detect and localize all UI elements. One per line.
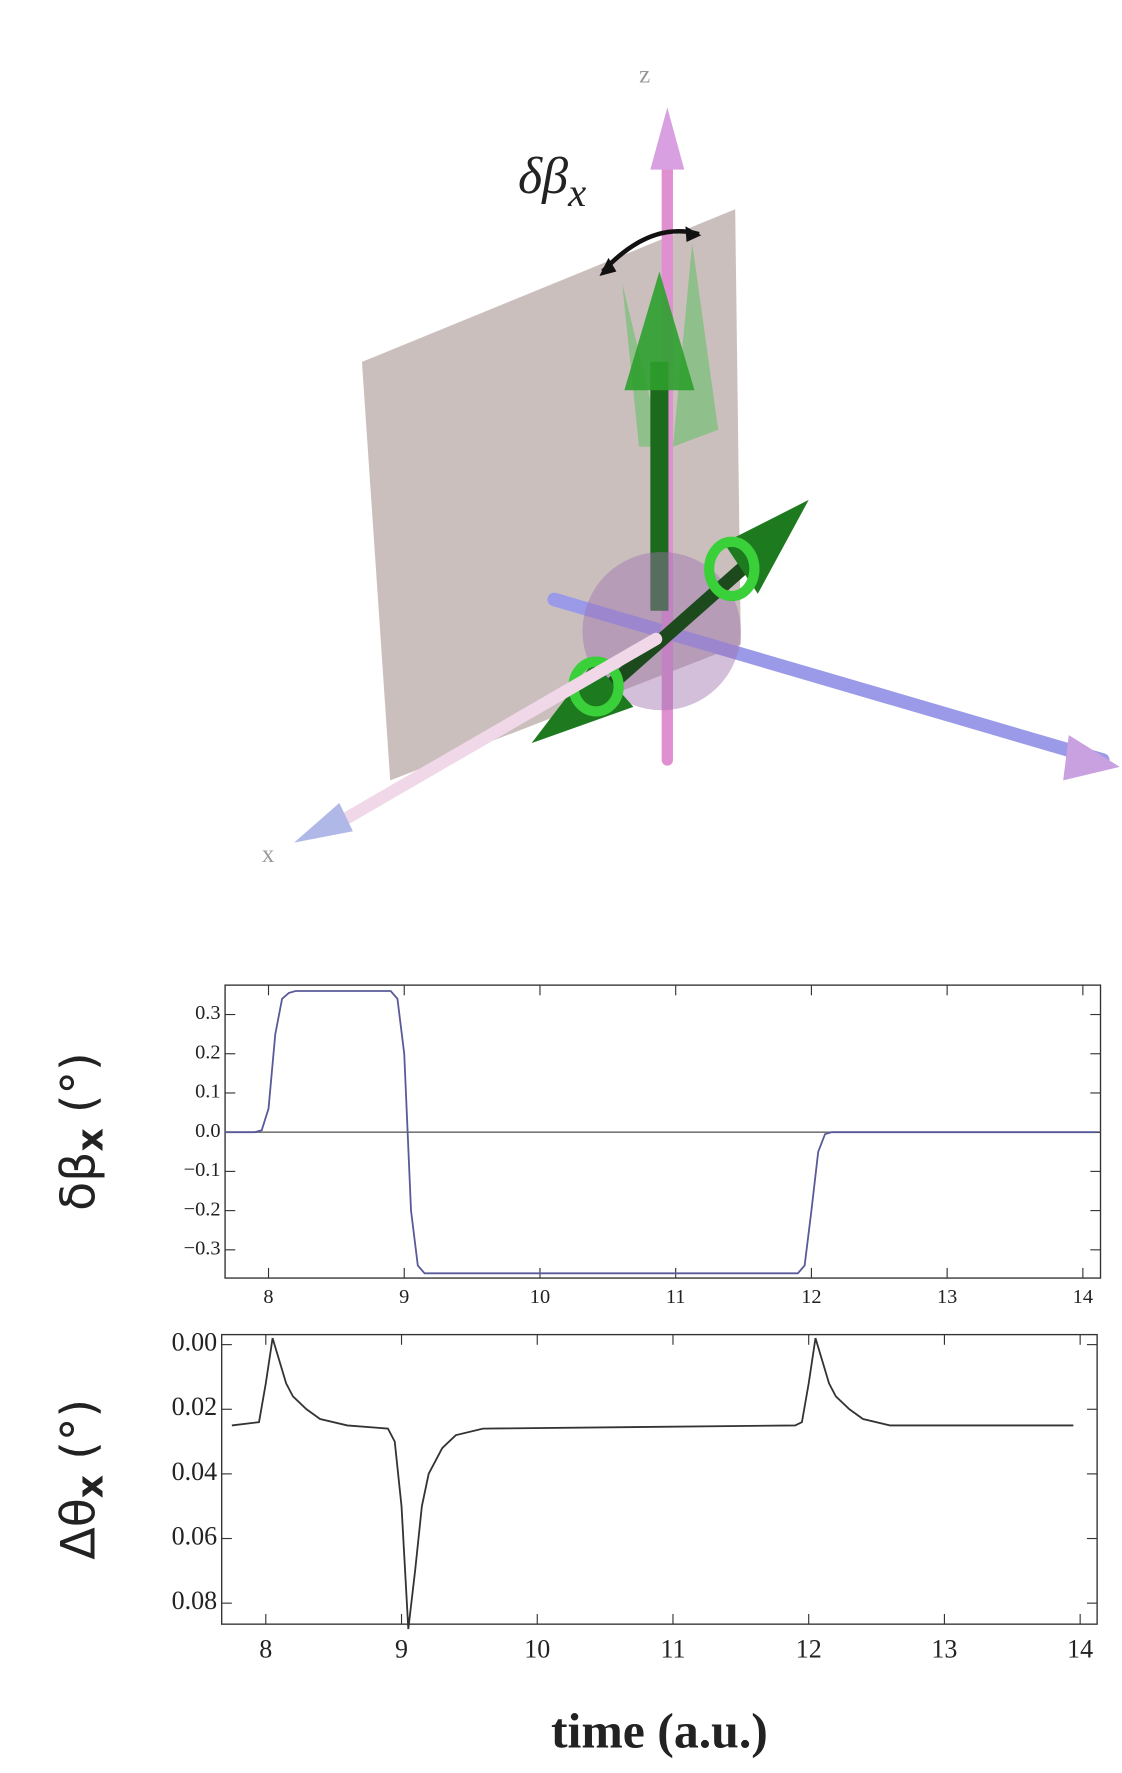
x-tick-label: 14 <box>1067 1634 1093 1663</box>
x-tick-label: 10 <box>524 1634 550 1663</box>
x-tick-label: 13 <box>931 1634 957 1663</box>
y-tick-label: 0.04 <box>172 1457 218 1486</box>
y-tick-label: −0.2 <box>184 1198 221 1220</box>
z-arrow-head <box>650 107 685 170</box>
y-tick-label: 0.2 <box>195 1041 220 1063</box>
y-tick-label: 0.08 <box>172 1586 218 1615</box>
y-label-unit: (°) <box>51 1399 106 1475</box>
x-tick-label: 13 <box>937 1286 957 1308</box>
arc-head <box>599 257 617 276</box>
y-tick-label: 0.0 <box>195 1120 220 1142</box>
x-tick-label: 11 <box>666 1286 686 1308</box>
x-axis-arrow <box>327 632 663 832</box>
arc-head <box>685 226 702 243</box>
y-label-sub: x <box>69 1475 112 1498</box>
y-tick-label: 0.3 <box>195 1002 220 1024</box>
y-label-sub: x <box>69 1128 112 1151</box>
x-tick-label: 11 <box>660 1634 685 1663</box>
angle-label: δβx <box>518 148 586 215</box>
x-tick-label: 12 <box>796 1634 822 1663</box>
green-ring <box>704 536 760 602</box>
green-cone <box>672 243 719 447</box>
x-axis-label: time (a.u.) <box>551 1704 768 1759</box>
y-axis-label: δβx (°) <box>51 1052 111 1211</box>
y-tick-label: 0.1 <box>195 1081 220 1103</box>
x-tick-label: 9 <box>395 1634 408 1663</box>
x-tick-label: 14 <box>1073 1286 1093 1308</box>
plot-frame <box>221 1333 1098 1625</box>
green-cone <box>624 271 695 391</box>
z-label: z <box>639 62 650 89</box>
y-label-main: Δθ <box>51 1498 106 1560</box>
angle-sub: x <box>567 170 586 215</box>
y-label-main: δβ <box>51 1152 106 1211</box>
x-tick-label: 8 <box>263 1286 273 1308</box>
x-label: x <box>262 841 275 868</box>
x-tick-label: 12 <box>801 1286 821 1308</box>
y-axis-label: Δθx (°) <box>51 1399 111 1560</box>
y-tick-label: 0.00 <box>172 1328 218 1357</box>
data-line <box>225 990 1097 1275</box>
y-label-unit: (°) <box>51 1052 106 1128</box>
y-tick-label: −0.3 <box>184 1237 221 1259</box>
y-axis-arrow <box>547 592 1110 767</box>
x-tick-label: 8 <box>259 1634 272 1663</box>
diagram-3d: z x δβx <box>262 62 1120 868</box>
y-tick-label: −0.1 <box>184 1159 221 1181</box>
y-tick-label: 0.02 <box>172 1392 218 1421</box>
x-tick-label: 10 <box>530 1286 550 1308</box>
y-arrow-head <box>1063 735 1120 781</box>
angle-main: δβ <box>518 148 568 205</box>
data-line <box>231 1337 1074 1630</box>
green-shaft <box>600 554 757 696</box>
green-cone <box>723 499 809 594</box>
x-arrow-head <box>294 803 353 843</box>
y-tick-label: 0.06 <box>172 1521 218 1550</box>
x-tick-label: 9 <box>399 1286 409 1308</box>
